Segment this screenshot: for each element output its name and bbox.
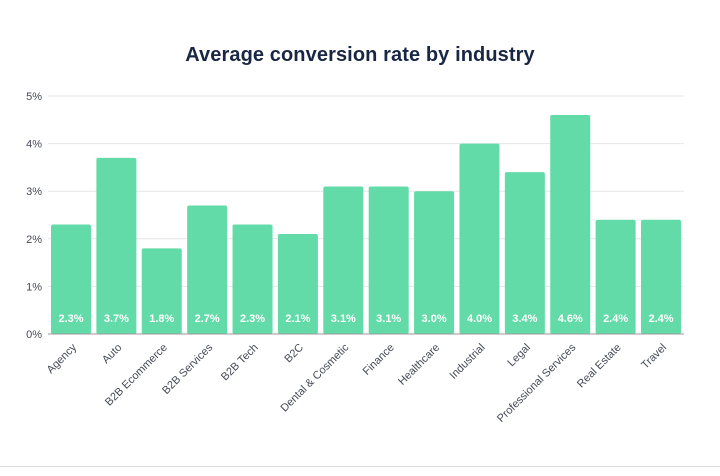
bar (232, 224, 273, 334)
bottom-border (0, 466, 720, 476)
bar (550, 115, 591, 334)
label-layer: 2.3% 3.7% 1.8% 2.7% 2.3% 2.1% 3.1% 3.1% 3.0% 4.0%… (58, 313, 673, 325)
bar (187, 205, 228, 334)
bar-value-label: 2.7% (195, 313, 220, 325)
bar (277, 234, 318, 334)
bar (141, 248, 182, 334)
y-tick-label: 4% (26, 139, 42, 151)
bar (414, 191, 455, 334)
x-tick-label: B2C (282, 342, 306, 366)
x-tick-label: Finance (361, 342, 397, 378)
bar (595, 219, 636, 334)
y-tick-label: 2% (26, 234, 42, 246)
bar-value-label: 3.1% (331, 313, 356, 325)
bar (641, 219, 681, 334)
bar-value-label: 2.4% (648, 313, 673, 325)
y-tick-label: 3% (26, 186, 42, 198)
x-tick-label: Agency (45, 341, 80, 376)
bar-value-label: 2.3% (58, 313, 83, 325)
bar-layer (51, 115, 681, 334)
bar-value-label: 4.6% (558, 313, 583, 325)
bar-value-label: 2.1% (285, 313, 310, 325)
x-tick-label: B2B Tech (219, 342, 261, 384)
y-tick-label: 1% (26, 281, 42, 293)
bar (96, 157, 137, 334)
bar-value-label: 1.8% (149, 313, 174, 325)
bar-value-label: 4.0% (467, 313, 492, 325)
bar (504, 172, 545, 334)
bar (368, 186, 409, 334)
bar-value-label: 2.3% (240, 313, 265, 325)
bar-value-label: 2.4% (603, 313, 628, 325)
bar (323, 186, 364, 334)
chart-title: Average conversion rate by industry (185, 44, 535, 66)
x-tick-label: Professional Services (495, 341, 579, 425)
y-tick-label: 0% (26, 329, 42, 341)
bar-value-label: 3.0% (422, 313, 447, 325)
bar-value-label: 3.1% (376, 313, 401, 325)
bar-value-label: 3.7% (104, 313, 129, 325)
x-tick-label: Travel (639, 342, 669, 372)
x-tick-label: Real Estate (575, 342, 624, 391)
bar-value-label: 3.4% (512, 313, 537, 325)
x-tick-label: Legal (505, 342, 533, 370)
bar (51, 224, 91, 334)
x-tick-label: Industrial (448, 342, 488, 382)
x-tick-label: Healthcare (396, 342, 442, 388)
x-tick-label: Auto (100, 342, 124, 366)
bar (459, 143, 500, 334)
y-tick-label: 5% (26, 91, 42, 103)
